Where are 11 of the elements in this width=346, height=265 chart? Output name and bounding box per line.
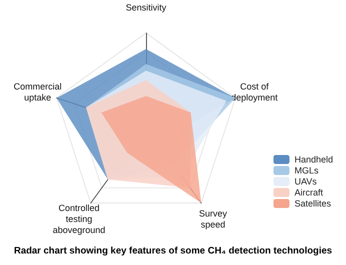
spoke-label: Cost of deployment <box>231 81 278 102</box>
legend-label: UAVs <box>294 176 318 186</box>
spoke-label: Sensitivity <box>126 2 167 12</box>
text: Radar chart showing key features of some CH₄ detection technologies <box>14 246 332 256</box>
legend-label: MGLs <box>294 166 319 176</box>
spoke-label: Commercial uptake <box>14 81 62 102</box>
spoke-label: Survey speed <box>199 208 228 230</box>
spoke-label: Controlled testing aboveground <box>52 203 106 236</box>
legend-label: Aircraft <box>294 188 324 198</box>
legend-label: Handheld <box>294 154 333 164</box>
legend-label: Satellites <box>294 198 332 208</box>
